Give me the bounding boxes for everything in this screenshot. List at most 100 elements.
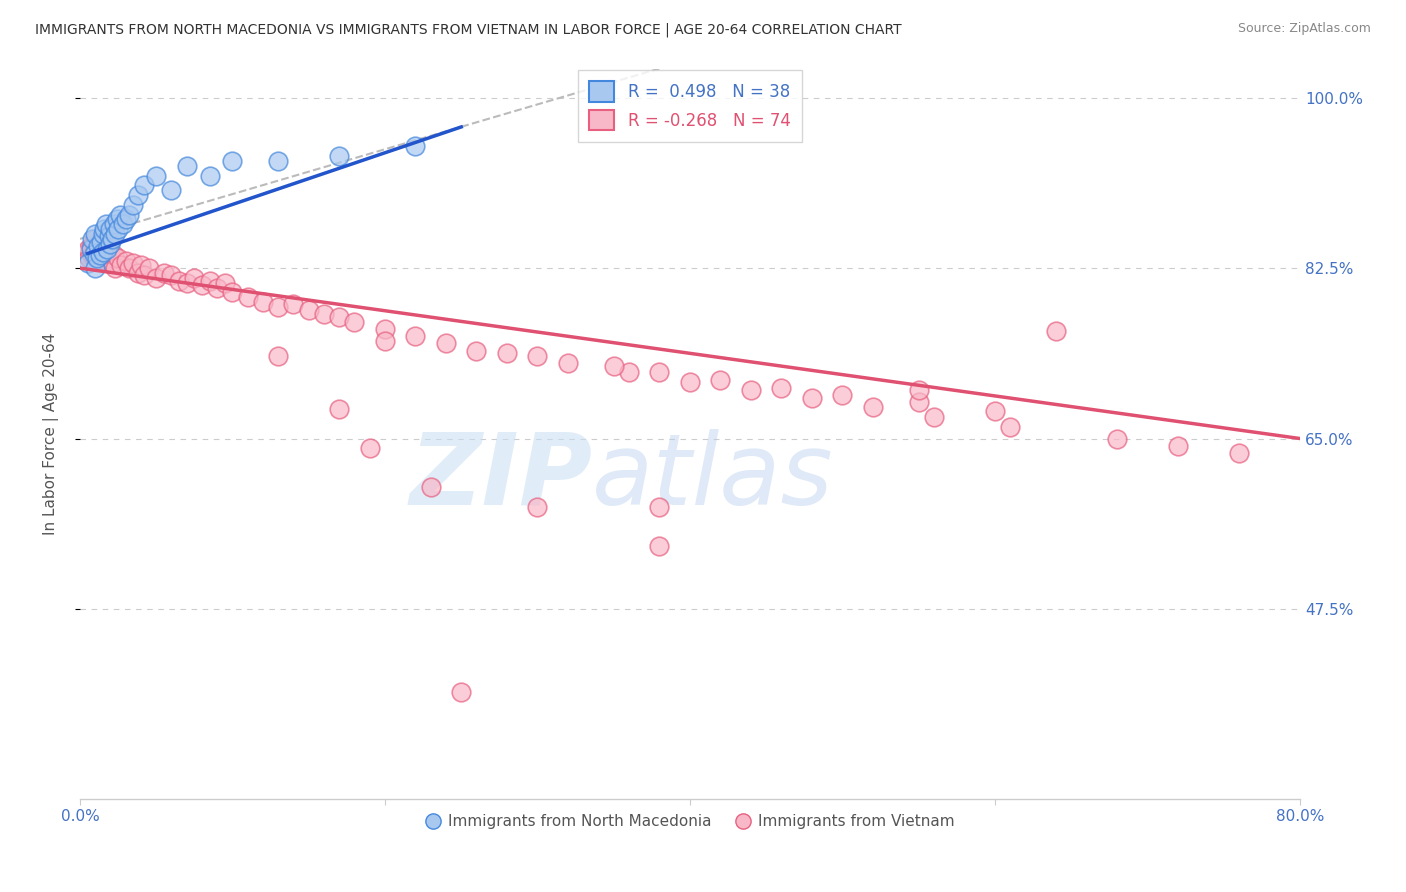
Point <box>94 217 117 231</box>
Point <box>160 268 183 282</box>
Point <box>91 252 114 266</box>
Point <box>138 261 160 276</box>
Point <box>90 242 112 256</box>
Point <box>90 235 112 249</box>
Text: IMMIGRANTS FROM NORTH MACEDONIA VS IMMIGRANTS FROM VIETNAM IN LABOR FORCE | AGE : IMMIGRANTS FROM NORTH MACEDONIA VS IMMIG… <box>35 22 901 37</box>
Point <box>434 336 457 351</box>
Point <box>104 227 127 241</box>
Point <box>86 242 108 256</box>
Point <box>94 254 117 268</box>
Point <box>1045 325 1067 339</box>
Point <box>679 375 702 389</box>
Point <box>97 252 120 266</box>
Point <box>93 222 115 236</box>
Point <box>79 242 101 256</box>
Point <box>97 229 120 244</box>
Point <box>167 274 190 288</box>
Point <box>374 334 396 348</box>
Point <box>132 178 155 193</box>
Point <box>267 154 290 169</box>
Point <box>922 410 945 425</box>
Point <box>1000 420 1022 434</box>
Point <box>801 391 824 405</box>
Point <box>87 238 110 252</box>
Point <box>221 154 243 169</box>
Point <box>129 258 152 272</box>
Point <box>76 256 98 270</box>
Point <box>100 236 122 251</box>
Point <box>283 297 305 311</box>
Point <box>100 222 122 236</box>
Point <box>709 373 731 387</box>
Point <box>526 349 548 363</box>
Point <box>160 183 183 197</box>
Point <box>93 246 115 260</box>
Point <box>907 394 929 409</box>
Point <box>176 276 198 290</box>
Point <box>862 401 884 415</box>
Point <box>83 246 105 260</box>
Point <box>105 212 128 227</box>
Y-axis label: In Labor Force | Age 20-64: In Labor Force | Age 20-64 <box>44 333 59 535</box>
Point <box>76 242 98 256</box>
Point <box>221 285 243 300</box>
Point <box>118 208 141 222</box>
Point <box>770 381 793 395</box>
Point <box>465 343 488 358</box>
Point <box>111 217 134 231</box>
Point <box>328 149 350 163</box>
Point <box>1105 432 1128 446</box>
Point <box>267 300 290 314</box>
Text: Source: ZipAtlas.com: Source: ZipAtlas.com <box>1237 22 1371 36</box>
Point <box>419 480 441 494</box>
Point <box>343 315 366 329</box>
Point <box>122 198 145 212</box>
Point <box>557 355 579 369</box>
Point <box>359 442 381 456</box>
Point <box>907 383 929 397</box>
Point <box>104 261 127 276</box>
Point <box>82 232 104 246</box>
Point <box>145 271 167 285</box>
Point <box>740 383 762 397</box>
Point <box>91 244 114 259</box>
Point <box>252 295 274 310</box>
Point <box>236 290 259 304</box>
Point <box>214 276 236 290</box>
Point <box>73 246 96 260</box>
Point <box>127 188 149 202</box>
Point <box>79 238 101 252</box>
Point <box>91 227 114 241</box>
Point <box>132 268 155 282</box>
Point <box>191 277 214 292</box>
Point <box>89 248 111 262</box>
Point <box>122 256 145 270</box>
Point <box>84 232 107 246</box>
Point <box>101 232 124 246</box>
Point <box>617 365 640 379</box>
Point <box>198 274 221 288</box>
Point <box>526 500 548 514</box>
Point <box>87 236 110 251</box>
Point <box>108 208 131 222</box>
Point <box>83 236 105 251</box>
Point <box>101 256 124 270</box>
Point <box>82 248 104 262</box>
Point <box>198 169 221 183</box>
Point <box>103 248 125 262</box>
Point <box>114 212 136 227</box>
Point <box>603 359 626 373</box>
Point <box>107 222 129 236</box>
Point <box>831 388 853 402</box>
Point <box>118 261 141 276</box>
Point <box>110 258 132 272</box>
Point <box>103 217 125 231</box>
Point <box>648 539 671 553</box>
Point <box>84 261 107 276</box>
Text: atlas: atlas <box>592 429 834 526</box>
Point <box>153 266 176 280</box>
Point <box>328 310 350 324</box>
Point <box>1167 439 1189 453</box>
Point <box>77 252 100 266</box>
Point <box>984 404 1007 418</box>
